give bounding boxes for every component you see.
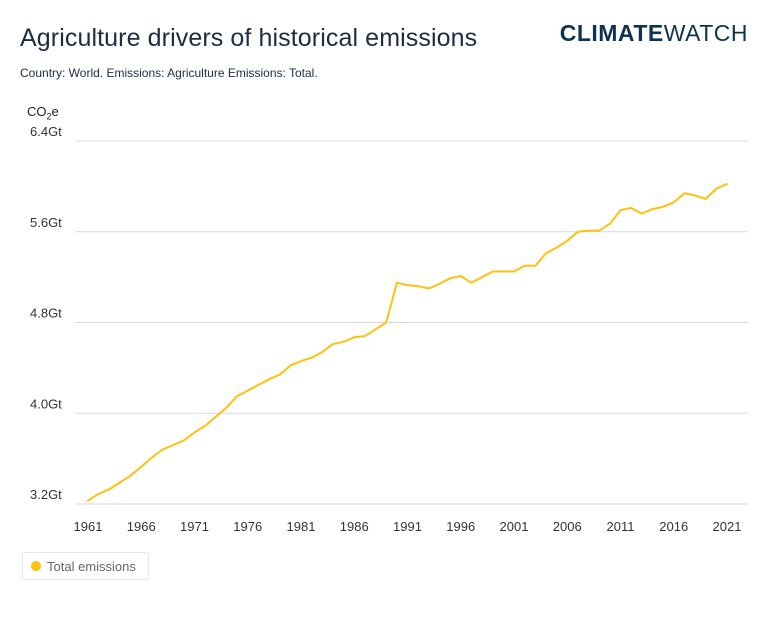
x-tick-label: 1971: [180, 519, 209, 534]
x-tick-label: 1961: [74, 519, 103, 534]
x-tick-label: 2006: [553, 519, 582, 534]
chart-subtitle: Country: World. Emissions: Agriculture E…: [20, 66, 318, 80]
y-tick-label: 3.2Gt: [30, 487, 62, 502]
x-tick-label: 1996: [446, 519, 475, 534]
legend-label: Total emissions: [47, 558, 136, 574]
y-tick-label: 4.0Gt: [30, 396, 62, 411]
x-tick-label: 1991: [393, 519, 422, 534]
y-tick-label: 6.4Gt: [30, 124, 62, 139]
climatewatch-logo[interactable]: CLIMATEWATCH: [560, 20, 748, 47]
legend-item-total-emissions[interactable]: Total emissions: [22, 552, 149, 580]
x-tick-label: 2011: [607, 519, 635, 534]
x-tick-label: 1986: [340, 519, 369, 534]
y-axis-unit-label: CO2e: [27, 104, 59, 122]
x-tick-label: 2001: [500, 519, 529, 534]
x-tick-label: 1976: [233, 519, 262, 534]
y-tick-label: 5.6Gt: [30, 215, 62, 230]
x-tick-label: 1981: [287, 519, 316, 534]
unit-main: CO: [27, 104, 47, 119]
logo-bold-text: CLIMATE: [559, 20, 664, 46]
x-tick-label: 2016: [659, 519, 688, 534]
logo-light-text: WATCH: [663, 20, 748, 46]
series-line-total-emissions: [87, 183, 728, 502]
chart-title: Agriculture drivers of historical emissi…: [20, 24, 478, 52]
unit-subscript: 2: [46, 111, 52, 122]
legend-color-dot: [31, 561, 41, 571]
y-tick-label: 4.8Gt: [30, 306, 62, 321]
unit-suffix: e: [51, 104, 59, 119]
x-tick-label: 2021: [713, 519, 742, 534]
x-tick-label: 1966: [127, 519, 156, 534]
